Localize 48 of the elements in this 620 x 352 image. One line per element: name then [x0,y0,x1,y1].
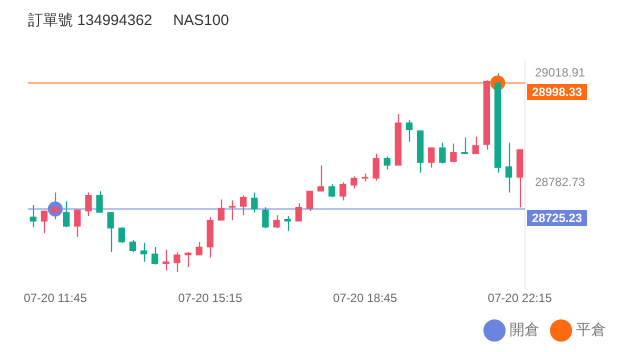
candlestick [107,212,114,253]
candlestick [262,206,269,229]
candlestick [439,142,446,164]
candlestick [118,226,125,244]
candlestick [350,176,358,189]
ref-line-label: 28725.23 [532,210,582,225]
candlestick [129,240,136,253]
candlestick [328,184,336,198]
candlestick [295,202,302,222]
x-tick-label: 07-20 18:45 [332,291,398,306]
candlestick [184,252,192,268]
candlestick [30,204,36,228]
candlestick [372,153,380,182]
y-tick-label: 28782.73 [535,174,586,189]
candlestick [284,215,291,232]
candlestick [74,209,81,238]
candlestick [306,190,314,212]
candlestick [273,214,280,229]
y-tick-label: 29018.91 [535,66,586,80]
chart-title: 訂單號 134994362 NAS100 [28,12,229,30]
x-tick-label: 07-20 11:45 [24,291,88,306]
x-tick-label: 07-20 15:15 [178,291,242,306]
candlestick [40,210,48,234]
candlestick [162,249,170,272]
x-tick-label: 07-20 22:15 [488,291,552,306]
candlestick [174,252,180,273]
legend-label: 平倉 [576,322,606,339]
candlestick [450,142,457,162]
candlestick [52,192,59,220]
candlestick [196,241,202,256]
candlestick [340,182,346,201]
candlestick [461,136,468,154]
candlestick [406,119,413,142]
candlestick [85,192,92,217]
candlestick [218,198,225,221]
candlestick [384,156,390,170]
candlestick [140,242,148,262]
candlestick [240,194,247,216]
candlestick [63,200,70,228]
candlestick [152,246,158,266]
candlestick [96,190,103,213]
candlestick [472,136,479,154]
candlestick [428,147,435,168]
candlestick [505,142,512,194]
candlestick [251,192,258,213]
candlestick [317,164,324,192]
ref-line-label: 28998.33 [532,84,582,99]
legend-label: 開倉 [510,322,540,339]
